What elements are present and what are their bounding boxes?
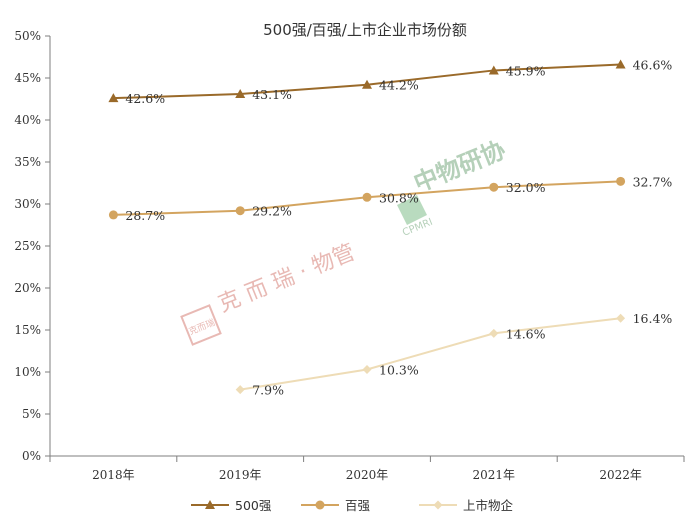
data-label: 10.3%	[379, 362, 419, 377]
legend-label: 500强	[235, 498, 272, 513]
y-tick-label: 5%	[22, 407, 41, 421]
data-point-marker	[616, 313, 626, 323]
data-label: 45.9%	[506, 63, 546, 78]
data-point-marker	[235, 385, 245, 395]
y-tick-label: 20%	[14, 281, 41, 295]
data-label: 14.6%	[506, 326, 546, 341]
data-label: 30.8%	[379, 190, 419, 205]
data-point-marker	[488, 65, 499, 75]
y-tick-label: 40%	[14, 113, 41, 127]
watermark-seal-icon	[180, 304, 222, 346]
legend-item-2: 百强	[301, 498, 371, 513]
y-tick-label: 35%	[14, 155, 41, 169]
watermark-logo-icon	[397, 195, 427, 225]
x-tick-label: 2019年	[219, 468, 262, 482]
data-point-marker	[615, 59, 626, 69]
series-3: 7.9% 10.3% 14.6% 16.4%	[235, 311, 673, 398]
data-label: 43.1%	[252, 87, 292, 102]
data-point-marker	[362, 79, 372, 89]
data-point-marker	[108, 93, 119, 103]
data-label: 7.9%	[252, 383, 284, 398]
y-tick-label: 30%	[14, 197, 41, 211]
data-label: 42.6%	[125, 91, 165, 106]
data-point-marker	[108, 210, 118, 220]
series-1: 42.6% 43.1% 44.2% 45.9% 46.6%	[108, 58, 673, 106]
legend-label: 百强	[345, 498, 371, 513]
data-label: 44.2%	[379, 78, 419, 93]
legend-item-1: 500强	[191, 498, 272, 513]
x-tick-label: 2022年	[599, 468, 642, 482]
data-point-marker	[616, 176, 626, 186]
data-label: 32.0%	[506, 180, 546, 195]
x-tick-label: 2020年	[346, 468, 389, 482]
y-tick-label: 10%	[14, 365, 41, 379]
data-point-marker	[235, 206, 245, 216]
y-tick-label: 0%	[22, 449, 41, 463]
legend-marker	[433, 500, 443, 510]
legend-marker	[205, 500, 215, 509]
x-tick-label: 2021年	[473, 468, 516, 482]
watermark-seal-text: 克而瑞	[187, 316, 217, 337]
data-label: 28.7%	[125, 208, 165, 223]
watermark-left: 克而瑞 克 而 瑞 · 物管	[180, 240, 359, 346]
data-point-marker	[489, 182, 499, 192]
y-tick-label: 45%	[14, 71, 41, 85]
data-point-marker	[489, 328, 499, 338]
y-tick-label: 15%	[14, 323, 41, 337]
series-line	[240, 317, 621, 391]
y-tick-label: 50%	[14, 29, 41, 43]
data-label: 16.4%	[633, 311, 673, 326]
legend-marker	[315, 500, 325, 510]
data-point-marker	[362, 192, 372, 202]
data-label: 29.2%	[252, 204, 292, 219]
data-label: 32.7%	[633, 174, 673, 189]
legend-item-3: 上市物企	[419, 498, 514, 513]
series-2: 28.7% 29.2% 30.8% 32.0% 32.7%	[108, 174, 673, 223]
y-tick-label: 25%	[14, 239, 41, 253]
watermark-left-text: 克 而 瑞 · 物管	[215, 240, 359, 317]
data-label: 46.6%	[633, 58, 673, 73]
chart-title: 500强/百强/上市企业市场份额	[263, 21, 467, 39]
data-point-marker	[362, 364, 372, 374]
x-tick-label: 2018年	[92, 468, 135, 482]
legend-label: 上市物企	[463, 498, 514, 513]
data-point-marker	[235, 88, 246, 98]
